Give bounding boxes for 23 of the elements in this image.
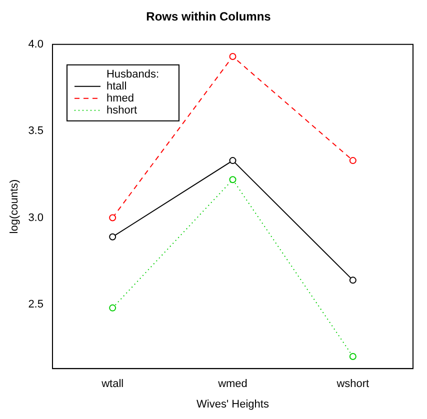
point: [349, 352, 356, 360]
x-tick-label: wmed: [217, 378, 248, 390]
point: [349, 157, 356, 164]
point: [109, 233, 116, 240]
x-axis-title: Wives' Heights: [196, 398, 270, 410]
point: [229, 157, 236, 164]
legend-label: hmed: [106, 92, 134, 104]
y-tick-label: 3.0: [28, 212, 44, 224]
point: [109, 214, 116, 222]
point: [109, 304, 116, 312]
legend-label: htall: [106, 80, 127, 92]
y-tick-label: 3.5: [28, 125, 44, 138]
y-tick-label: 4.0: [28, 38, 44, 50]
point: [229, 53, 236, 60]
x-tick-label: wtall: [100, 378, 124, 390]
point: [229, 176, 236, 184]
point: [349, 276, 356, 284]
legend-title: Husbands:: [106, 68, 160, 80]
chart-title: Rows within Columns: [146, 10, 272, 24]
x-tick-label: wshort: [336, 378, 370, 390]
y-axis-title: log(counts): [8, 179, 21, 234]
legend-label: hshort: [106, 104, 138, 116]
y-tick-label: 2.5: [28, 298, 44, 310]
